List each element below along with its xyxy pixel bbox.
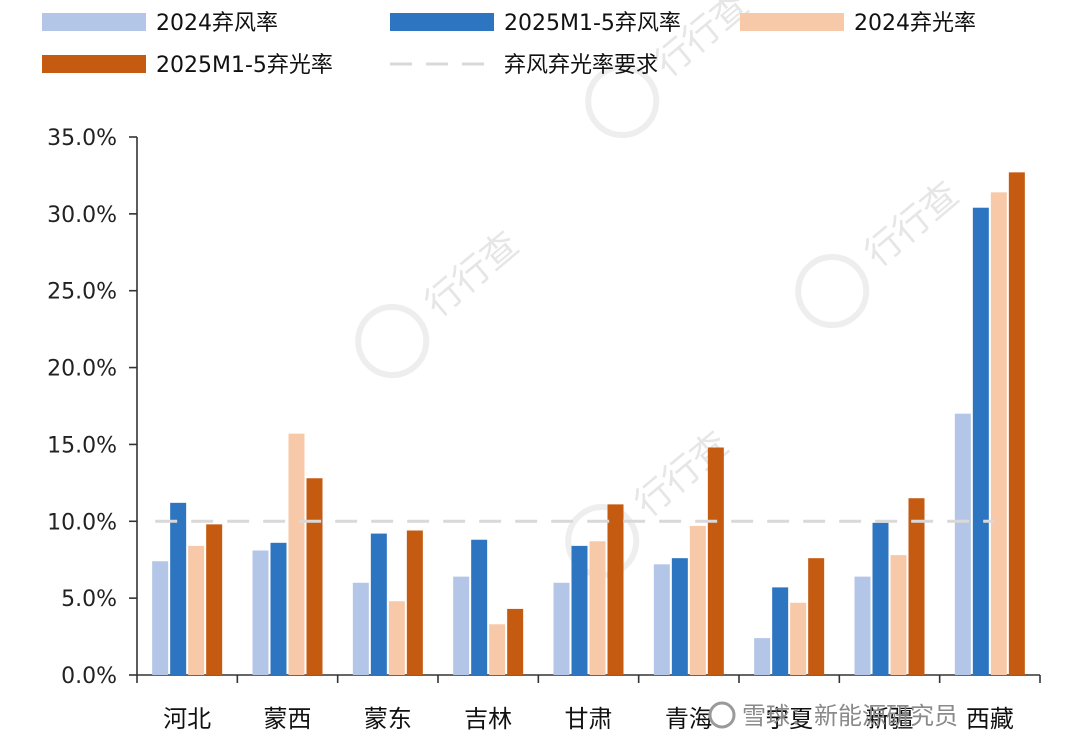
watermark-2: 行行查 bbox=[795, 174, 967, 329]
bar-0-0 bbox=[152, 561, 169, 675]
legend-swatch-1 bbox=[390, 13, 494, 31]
legend-swatch-2 bbox=[740, 13, 844, 31]
bar-3-0 bbox=[206, 524, 223, 675]
bar-1-5 bbox=[671, 558, 688, 675]
bar-3-7 bbox=[908, 498, 925, 675]
x-category-label-6: 宁夏 bbox=[765, 705, 813, 733]
bar-2-0 bbox=[188, 545, 205, 675]
legend-label-3: 2025M1-5弃光率 bbox=[156, 53, 333, 78]
watermark-seal-icon bbox=[585, 64, 660, 139]
watermark-seal-icon bbox=[355, 304, 430, 379]
bar-3-1 bbox=[306, 478, 323, 675]
axes: 0.0% 5.0% 10.0% 15.0% 20.0% 25.0% 30.0% 35.0% 河北… bbox=[47, 126, 1041, 733]
legend-label-2: 2024弃光率 bbox=[854, 11, 976, 36]
bar-0-1 bbox=[252, 550, 269, 675]
legend-label-1: 2025M1-5弃风率 bbox=[504, 11, 681, 36]
bar-2-3 bbox=[489, 624, 506, 675]
y-tick-label-2: 10.0% bbox=[47, 510, 117, 535]
watermark-text: 行行查 bbox=[858, 174, 967, 275]
legend-label-0: 2024弃风率 bbox=[156, 11, 278, 36]
bar-0-4 bbox=[553, 582, 570, 675]
bar-0-5 bbox=[653, 564, 670, 675]
legend-swatch-0 bbox=[42, 13, 146, 31]
y-tick-label-0: 0.0% bbox=[61, 664, 117, 689]
bars bbox=[152, 172, 1025, 676]
bar-group-5 bbox=[653, 447, 724, 675]
bar-group-3 bbox=[453, 539, 524, 675]
bar-0-3 bbox=[453, 576, 470, 675]
legend-label-reference: 弃风弃光率要求 bbox=[504, 53, 658, 78]
y-tick-label-3: 15.0% bbox=[47, 433, 117, 458]
bar-group-1 bbox=[252, 433, 323, 675]
bar-1-2 bbox=[370, 533, 387, 675]
bar-group-6 bbox=[754, 558, 825, 675]
watermark-seal-icon bbox=[795, 254, 870, 329]
bar-0-7 bbox=[854, 576, 871, 675]
bar-group-4 bbox=[553, 504, 624, 675]
x-category-label-2: 蒙东 bbox=[364, 705, 412, 733]
bar-1-6 bbox=[772, 587, 789, 675]
bar-1-1 bbox=[270, 542, 287, 675]
bar-group-7 bbox=[854, 498, 925, 675]
bar-2-1 bbox=[288, 433, 305, 675]
bar-group-8 bbox=[954, 172, 1025, 676]
bar-2-4 bbox=[589, 541, 606, 675]
x-category-label-4: 甘肃 bbox=[565, 705, 613, 733]
snowball-logo-icon bbox=[708, 701, 736, 729]
watermark-0: 行行查 bbox=[355, 224, 527, 379]
bar-2-5 bbox=[689, 525, 706, 675]
bar-0-2 bbox=[352, 582, 369, 675]
bar-3-8 bbox=[1008, 172, 1025, 675]
bar-group-2 bbox=[352, 530, 423, 675]
watermark-text: 行行查 bbox=[418, 224, 527, 325]
bar-2-8 bbox=[990, 192, 1007, 675]
y-tick-label-7: 35.0% bbox=[47, 126, 117, 151]
x-category-label-5: 青海 bbox=[665, 705, 713, 733]
bar-0-8 bbox=[954, 413, 971, 675]
x-category-label-0: 河北 bbox=[163, 705, 211, 733]
bar-3-2 bbox=[406, 530, 423, 675]
bar-1-7 bbox=[872, 522, 889, 675]
bar-2-2 bbox=[388, 601, 405, 675]
x-category-label-8: 西藏 bbox=[966, 705, 1014, 733]
y-tick-label-4: 20.0% bbox=[47, 357, 117, 382]
bar-2-7 bbox=[890, 555, 907, 675]
bar-group-0 bbox=[152, 502, 223, 675]
bar-1-4 bbox=[571, 545, 588, 675]
y-tick-label-5: 25.0% bbox=[47, 280, 117, 305]
bar-3-3 bbox=[507, 608, 524, 675]
bar-3-5 bbox=[707, 447, 724, 675]
x-category-label-3: 吉林 bbox=[464, 705, 512, 733]
bar-1-0 bbox=[170, 502, 187, 675]
credit-text: 雪球：新能源研究员 bbox=[742, 702, 958, 730]
bar-3-4 bbox=[607, 504, 624, 675]
bar-2-6 bbox=[790, 602, 807, 675]
bar-1-3 bbox=[471, 539, 488, 675]
credit-layer: 雪球：新能源研究员 bbox=[708, 701, 958, 730]
legend: 2024弃风率 2025M1-5弃风率 2024弃光率 2025M1-5弃光率 弃风弃光… bbox=[42, 11, 976, 78]
bar-0-6 bbox=[754, 638, 771, 675]
legend-swatch-3 bbox=[42, 55, 146, 73]
bar-3-6 bbox=[808, 558, 825, 675]
bar-1-8 bbox=[972, 207, 989, 676]
y-tick-label-1: 5.0% bbox=[61, 587, 117, 612]
x-category-label-1: 蒙西 bbox=[264, 705, 312, 733]
y-tick-label-6: 30.0% bbox=[47, 203, 117, 228]
x-category-label-7: 新疆 bbox=[866, 705, 914, 733]
